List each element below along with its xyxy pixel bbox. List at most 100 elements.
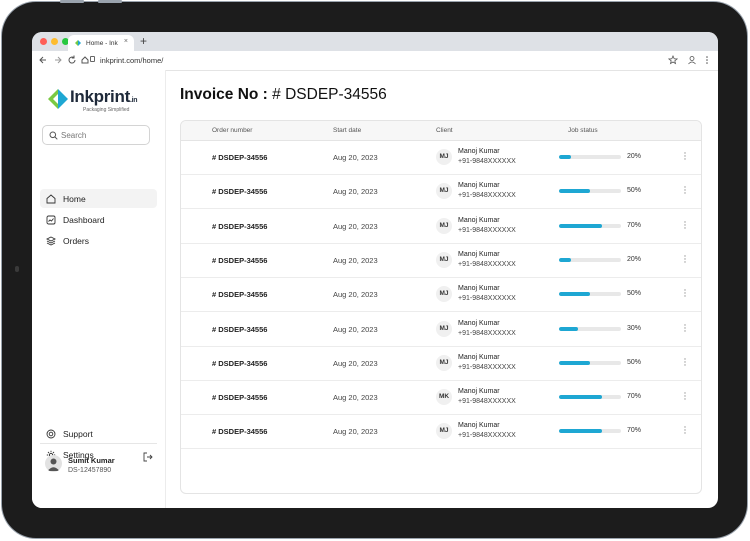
close-window-button[interactable] bbox=[40, 38, 47, 45]
job-progress-bar bbox=[559, 189, 621, 194]
job-progress-percent: 70% bbox=[627, 427, 642, 435]
search-input[interactable] bbox=[61, 129, 146, 141]
table-row[interactable]: # DSDEP-34556 Aug 20, 2023 MJ Manoj Kumar +9… bbox=[181, 312, 701, 347]
table-row[interactable]: # DSDEP-34556 Aug 20, 2023 MJ Manoj Kumar +9… bbox=[181, 140, 701, 175]
table-row[interactable]: # DSDEP-34556 Aug 20, 2023 MJ Manoj Kumar +9… bbox=[181, 414, 701, 450]
job-progress-fill bbox=[559, 189, 590, 194]
row-menu-icon[interactable] bbox=[683, 425, 687, 435]
start-date: Aug 20, 2023 bbox=[333, 358, 378, 368]
minimize-window-button[interactable] bbox=[51, 38, 58, 45]
order-number[interactable]: # DSDEP-34556 bbox=[212, 427, 268, 437]
sidebar-item-label: Orders bbox=[63, 235, 89, 246]
client-name: Manoj Kumar bbox=[458, 353, 500, 361]
sidebar-item-support[interactable]: Support bbox=[40, 424, 157, 443]
column-header-date[interactable]: Start date bbox=[333, 127, 362, 134]
reload-icon[interactable] bbox=[67, 54, 77, 66]
sidebar-item-dashboard[interactable]: Dashboard bbox=[40, 210, 157, 229]
sidebar-item-orders[interactable]: Orders bbox=[40, 231, 157, 250]
camera bbox=[15, 266, 19, 272]
maximize-window-button[interactable] bbox=[62, 38, 69, 45]
client-phone: +91-9848XXXXXX bbox=[458, 432, 516, 440]
client-name: Manoj Kumar bbox=[458, 148, 500, 155]
column-header-order[interactable]: Order number bbox=[212, 127, 253, 134]
job-progress-fill bbox=[559, 292, 590, 297]
job-progress-percent: 50% bbox=[627, 187, 642, 195]
job-progress-percent: 70% bbox=[627, 221, 642, 229]
order-number[interactable]: # DSDEP-34556 bbox=[212, 255, 268, 265]
table-row[interactable]: # DSDEP-34556 Aug 20, 2023 MJ Manoj Kumar +9… bbox=[181, 174, 701, 210]
sidebar-item-label: Support bbox=[63, 428, 93, 439]
browser-tab[interactable]: Home - Ink × bbox=[68, 35, 134, 51]
search-box[interactable] bbox=[42, 125, 150, 145]
order-number[interactable]: # DSDEP-34556 bbox=[212, 187, 268, 197]
table-row[interactable]: # DSDEP-34556 Aug 20, 2023 MJ Manoj Kumar +9… bbox=[181, 346, 701, 381]
logo-suffix: .in bbox=[129, 97, 138, 104]
user-icon bbox=[47, 458, 60, 471]
start-date: Aug 20, 2023 bbox=[333, 153, 378, 162]
order-number[interactable]: # DSDEP-34556 bbox=[212, 358, 268, 368]
volume-button bbox=[60, 0, 84, 3]
client-name: Manoj Kumar bbox=[458, 285, 500, 293]
order-number[interactable]: # DSDEP-34556 bbox=[212, 290, 268, 300]
lock-icon bbox=[90, 56, 95, 62]
row-menu-icon[interactable] bbox=[683, 288, 687, 298]
job-progress-percent: 20% bbox=[627, 153, 642, 160]
start-date: Aug 20, 2023 bbox=[333, 290, 378, 300]
start-date: Aug 20, 2023 bbox=[333, 393, 378, 403]
forward-arrow-icon[interactable] bbox=[53, 54, 63, 66]
table-row[interactable]: # DSDEP-34556 Aug 20, 2023 MJ Manoj Kumar +9… bbox=[181, 209, 701, 244]
table-row[interactable]: # DSDEP-34556 Aug 20, 2023 MJ Manoj Kumar +9… bbox=[181, 277, 701, 313]
order-number[interactable]: # DSDEP-34556 bbox=[212, 324, 268, 334]
client-phone: +91-9848XXXXXX bbox=[458, 329, 516, 337]
tab-close-icon[interactable]: × bbox=[123, 38, 128, 45]
client-phone: +91-9848XXXXXX bbox=[458, 226, 516, 234]
table-row[interactable]: # DSDEP-34556 Aug 20, 2023 MK Manoj Kumar +9… bbox=[181, 380, 701, 416]
client-phone: +91-9848XXXXXX bbox=[458, 192, 516, 200]
client-name: Manoj Kumar bbox=[458, 319, 500, 327]
column-header-client[interactable]: Client bbox=[436, 127, 453, 134]
profile-id: DS-12457890 bbox=[68, 467, 112, 474]
main-content: Invoice No : # DSDEP-34556 Order number … bbox=[166, 70, 718, 508]
start-date: Aug 20, 2023 bbox=[333, 187, 378, 197]
sidebar-item-label: Dashboard bbox=[63, 214, 105, 225]
bookmark-star-icon[interactable] bbox=[668, 54, 678, 66]
profile-icon[interactable] bbox=[687, 54, 697, 66]
row-menu-icon[interactable] bbox=[683, 391, 687, 401]
row-menu-icon[interactable] bbox=[683, 323, 687, 333]
row-menu-icon[interactable] bbox=[683, 357, 687, 367]
new-tab-button[interactable]: + bbox=[140, 34, 148, 48]
orders-table: Order number Start date Client Job statu… bbox=[180, 120, 702, 494]
client-avatar: MJ bbox=[436, 149, 452, 165]
order-number[interactable]: # DSDEP-34556 bbox=[212, 221, 268, 231]
job-progress-bar bbox=[559, 292, 621, 297]
client-phone: +91-9848XXXXXX bbox=[458, 363, 516, 371]
browser-menu-icon[interactable] bbox=[704, 54, 710, 66]
power-button bbox=[98, 0, 122, 3]
row-menu-icon[interactable] bbox=[683, 254, 687, 264]
order-number[interactable]: # DSDEP-34556 bbox=[212, 153, 268, 162]
row-menu-icon[interactable] bbox=[683, 151, 687, 161]
job-progress-fill bbox=[559, 395, 603, 400]
avatar[interactable] bbox=[45, 455, 62, 472]
row-menu-icon[interactable] bbox=[683, 220, 687, 230]
table-row[interactable]: # DSDEP-34556 Aug 20, 2023 MJ Manoj Kumar +9… bbox=[181, 243, 701, 278]
brand-logo[interactable]: Inkprint.in Packaging Simplified bbox=[46, 85, 156, 115]
order-number[interactable]: # DSDEP-34556 bbox=[212, 393, 268, 403]
job-progress-percent: 70% bbox=[627, 393, 642, 401]
job-progress-fill bbox=[559, 257, 572, 262]
client-phone: +91-9848XXXXXX bbox=[458, 158, 516, 165]
url-text[interactable]: inkprint.com/home/ bbox=[100, 56, 164, 65]
sidebar-item-label: Home bbox=[63, 193, 86, 204]
sidebar-item-home[interactable]: Home bbox=[40, 189, 157, 208]
logout-icon[interactable] bbox=[143, 452, 153, 462]
home-icon[interactable] bbox=[80, 54, 90, 66]
client-avatar: MJ bbox=[436, 183, 452, 200]
client-phone: +91-9848XXXXXX bbox=[458, 295, 516, 303]
column-header-status[interactable]: Job status bbox=[568, 127, 598, 134]
client-avatar: MJ bbox=[436, 217, 452, 234]
row-menu-icon[interactable] bbox=[683, 185, 687, 195]
job-progress-bar bbox=[559, 395, 621, 400]
screen: Home - Ink × + inkprint.com/home/ Inkpri… bbox=[32, 32, 718, 508]
back-arrow-icon[interactable] bbox=[38, 54, 48, 66]
logo-tagline: Packaging Simplified bbox=[83, 107, 130, 113]
